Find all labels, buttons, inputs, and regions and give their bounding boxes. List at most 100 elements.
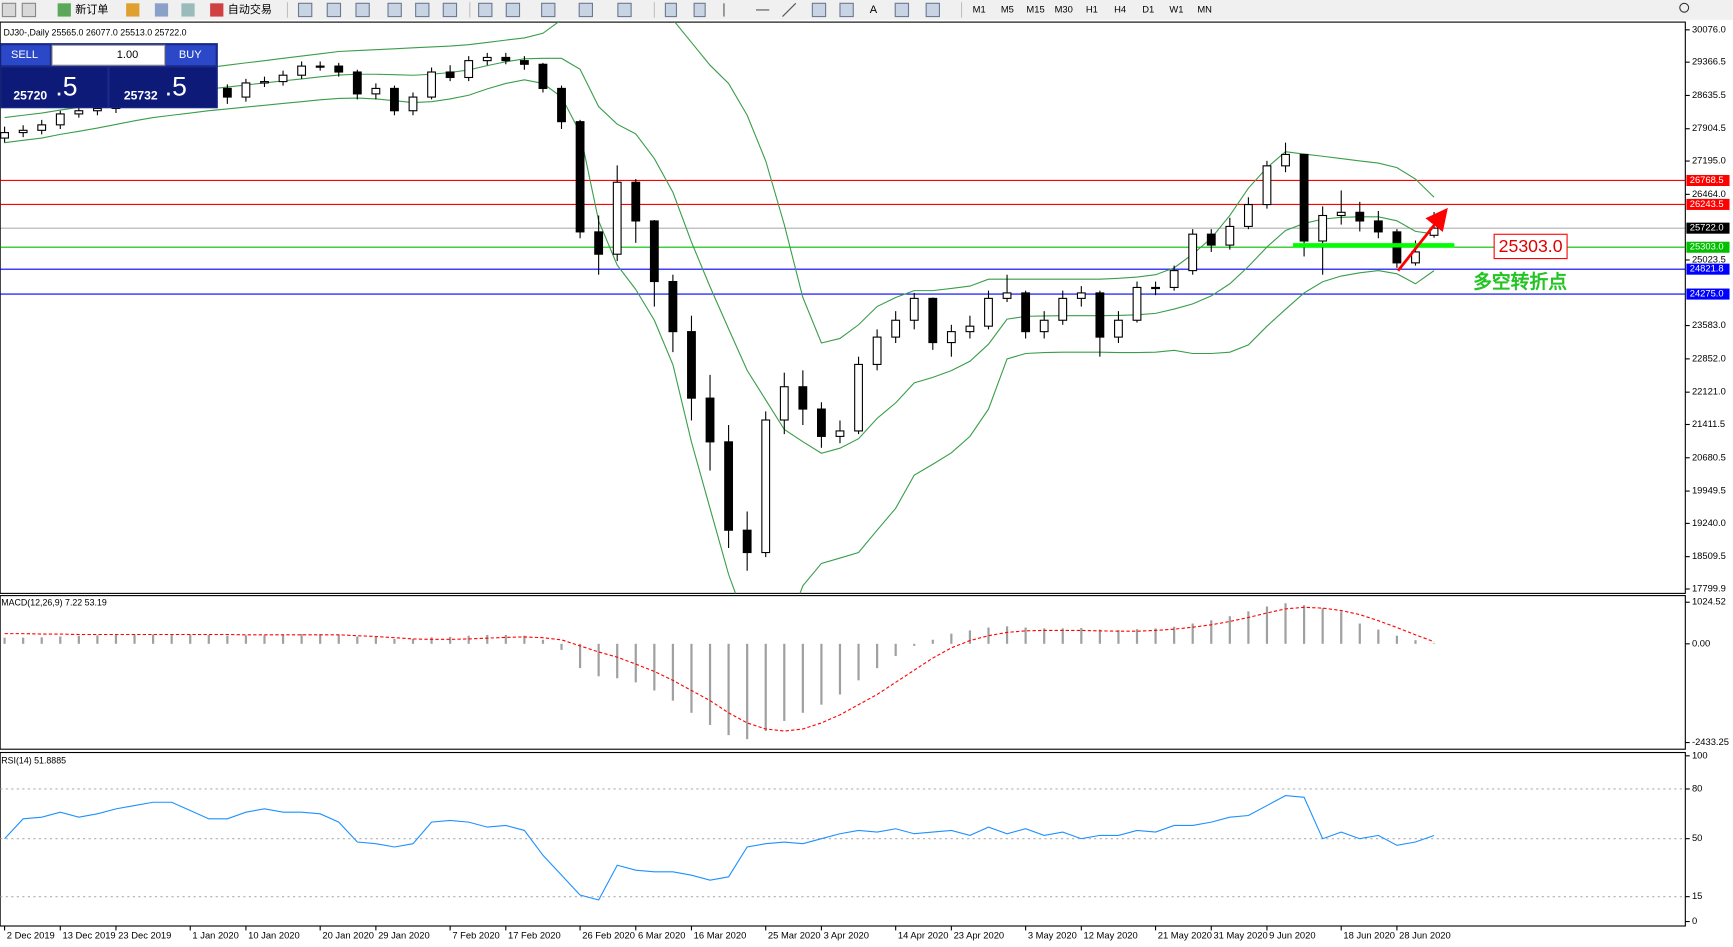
annotation-box: [1493, 233, 1568, 260]
lot-value[interactable]: 1.00: [117, 49, 139, 61]
trade-panel: SELL 1.00 BUY 25720 .5 25732 .5: [0, 43, 218, 109]
candle-body: [315, 65, 325, 68]
timeframe[interactable]: W1: [1169, 3, 1183, 14]
auto-trading[interactable]: 自动交易: [228, 2, 272, 16]
new-order-icon[interactable]: [57, 3, 71, 17]
x-tick-label: 3 May 2020: [1028, 929, 1077, 940]
x-tick-label: 17 Feb 2020: [508, 929, 561, 940]
candle-body: [92, 107, 102, 112]
macd-bar: [449, 636, 452, 644]
icon[interactable]: [617, 2, 632, 18]
y-tick-label: 18509.5: [1692, 550, 1726, 561]
icon[interactable]: [154, 3, 169, 17]
icon[interactable]: [355, 2, 370, 18]
icon[interactable]: [478, 2, 493, 18]
icon[interactable]: [387, 2, 402, 18]
level-label-box: [1686, 288, 1730, 300]
timeframe[interactable]: M5: [1001, 3, 1014, 14]
icon[interactable]: [181, 3, 195, 17]
bid-box[interactable]: [1, 67, 108, 108]
candle-body: [965, 325, 975, 333]
candle-body: [1262, 165, 1272, 206]
candle-body: [928, 297, 938, 344]
timeframe[interactable]: MN: [1197, 3, 1212, 14]
buy-button[interactable]: [165, 45, 216, 66]
macd-bar: [1154, 628, 1157, 644]
icon[interactable]: [297, 2, 313, 18]
macd-bar: [968, 630, 972, 644]
y-tick-label: 26464.0: [1692, 188, 1726, 199]
candle-body: [1169, 270, 1179, 289]
buy-label[interactable]: BUY: [179, 49, 202, 61]
level-label-box: [1686, 263, 1730, 275]
candle-body: [334, 65, 344, 73]
icon[interactable]: [693, 2, 706, 18]
macd-plot: [3, 603, 1436, 740]
icon[interactable]: [505, 2, 521, 18]
bid-pips[interactable]: .5: [55, 71, 77, 101]
new-order[interactable]: 新订单: [75, 2, 108, 16]
ask-pips[interactable]: .5: [165, 71, 187, 101]
icon[interactable]: [811, 2, 827, 18]
ask-box[interactable]: [109, 67, 217, 108]
rsi-panel: [0, 751, 1686, 927]
sell-button[interactable]: [1, 45, 50, 66]
ask-price[interactable]: 25732: [124, 88, 158, 102]
y-tick-label: 29366.5: [1692, 56, 1726, 67]
timeframe[interactable]: M1: [973, 3, 986, 14]
candle-body: [779, 386, 789, 421]
timeframe[interactable]: D1: [1142, 3, 1154, 14]
candle-body: [1336, 211, 1346, 217]
chart-title: DJ30-,Daily 25565.0 26077.0 25513.0 2572…: [3, 27, 186, 37]
icon[interactable]: [1, 2, 17, 18]
y-tick-label: 1024.52: [1692, 596, 1726, 607]
candle-body: [1002, 292, 1012, 299]
macd-bar: [1432, 643, 1436, 645]
timeframe[interactable]: H1: [1086, 3, 1098, 14]
icon[interactable]: [925, 2, 940, 18]
macd-bar: [467, 635, 470, 644]
macd-bar: [1358, 623, 1361, 644]
bid-price[interactable]: 25720: [13, 88, 47, 102]
macd-bar: [987, 627, 990, 644]
x-tick-label: 26 Feb 2020: [582, 929, 635, 940]
candle-body: [649, 220, 659, 283]
timeframe[interactable]: H4: [1114, 3, 1126, 14]
candle-body: [1373, 220, 1383, 233]
candle-body: [1318, 214, 1328, 242]
trend-tool[interactable]: [782, 2, 797, 17]
x-tick-label: 16 Mar 2020: [694, 929, 747, 940]
macd-bar: [1117, 630, 1120, 644]
tool-icons: [297, 2, 940, 18]
candle-body: [724, 441, 734, 531]
icon[interactable]: [664, 2, 677, 18]
macd-bar: [226, 635, 229, 644]
macd-bar: [764, 643, 767, 732]
candle-body: [55, 113, 65, 126]
x-tick-label: 7 Feb 2020: [452, 929, 499, 940]
icon[interactable]: [415, 2, 430, 18]
icon[interactable]: [839, 2, 854, 18]
icon[interactable]: [578, 2, 594, 18]
lot-field[interactable]: [51, 44, 166, 66]
search-icon[interactable]: [1679, 2, 1690, 13]
candle-body: [798, 386, 808, 410]
rsi-title: RSI(14) 51.8885: [1, 756, 66, 766]
macd-bar: [1265, 606, 1269, 644]
icon[interactable]: [894, 2, 910, 18]
y-tick-label: 100: [1692, 749, 1708, 760]
icon[interactable]: [326, 2, 342, 18]
icon[interactable]: [126, 3, 140, 17]
timeframe[interactable]: M15: [1026, 3, 1044, 14]
macd-bar: [1173, 626, 1176, 644]
icon[interactable]: [442, 2, 458, 18]
text-tool[interactable]: A: [870, 4, 878, 16]
icon[interactable]: [541, 2, 556, 18]
timeframe[interactable]: M30: [1055, 3, 1073, 14]
icon[interactable]: [21, 2, 37, 18]
macd-bar: [690, 643, 693, 713]
candle-body: [352, 71, 362, 95]
y-tick-label: 27904.5: [1692, 122, 1726, 133]
sell-label[interactable]: SELL: [11, 49, 38, 61]
auto-trading-icon[interactable]: [210, 3, 224, 17]
